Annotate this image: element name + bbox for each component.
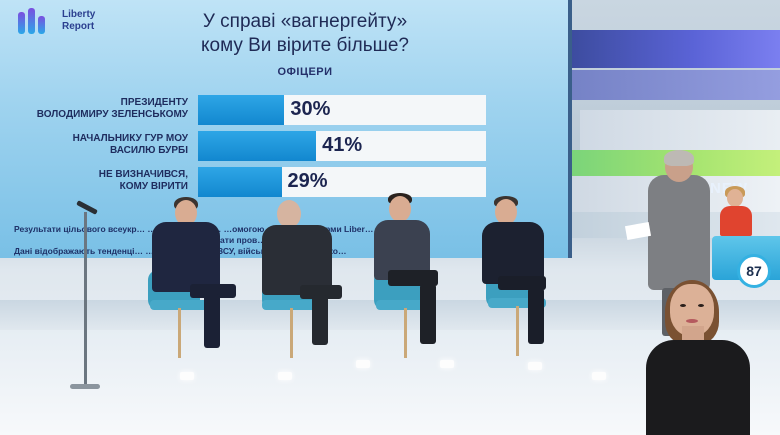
chair-leg bbox=[290, 308, 293, 358]
logo-text-line2: Report bbox=[62, 21, 95, 32]
chair-leg bbox=[178, 308, 181, 358]
poll-row-label: НАЧАЛЬНИКУ ГУР МОУ ВАСИЛЮ БУРБІ bbox=[0, 133, 188, 157]
poll-row-label-line: ПРЕЗИДЕНТУ bbox=[120, 97, 188, 108]
poll-title: У справі «вагнергейту» кому Ви вірите бі… bbox=[160, 10, 450, 58]
poll-title-line1: У справі «вагнергейту» bbox=[202, 11, 408, 32]
floor-light bbox=[592, 372, 606, 380]
poll-bar bbox=[198, 95, 285, 125]
guest-legs bbox=[528, 288, 544, 344]
logo-text-line1: Liberty bbox=[62, 9, 96, 20]
guest-legs bbox=[420, 284, 436, 344]
floor-light bbox=[180, 372, 194, 380]
poll-bar bbox=[198, 131, 317, 161]
studio-wall-stripe bbox=[560, 70, 780, 100]
poll-row: НАЧАЛЬНИКУ ГУР МОУ ВАСИЛЮ БУРБІ 41% bbox=[0, 131, 500, 161]
chair-leg bbox=[404, 308, 407, 358]
chair-seat bbox=[262, 300, 320, 310]
poll-bar bbox=[198, 167, 282, 197]
chair-seat bbox=[150, 300, 208, 310]
studio-wall-stripe bbox=[540, 150, 780, 176]
poll-row-label-line: КОМУ ВІРИТИ bbox=[119, 181, 188, 192]
poll-row-label-line: ВОЛОДИМИРУ ЗЕЛЕНСЬКОМУ bbox=[36, 109, 188, 120]
mic-stand-pole bbox=[84, 212, 87, 387]
guest-head bbox=[389, 196, 411, 222]
poll-bar-track: 29% bbox=[198, 167, 486, 197]
poll-row-label-line: НАЧАЛЬНИКУ ГУР МОУ bbox=[72, 133, 188, 144]
poll-subtitle: ОФІЦЕРИ bbox=[277, 66, 333, 78]
guest-suit bbox=[262, 225, 332, 295]
guest-head bbox=[175, 200, 197, 226]
guest-suit bbox=[482, 222, 544, 284]
guest-legs bbox=[300, 285, 342, 299]
studio-wall-stripe bbox=[580, 110, 780, 150]
guest-legs bbox=[388, 270, 438, 286]
chair-leg bbox=[516, 306, 519, 356]
floor-light bbox=[528, 362, 542, 370]
floor-light bbox=[440, 360, 454, 368]
floor-light bbox=[356, 360, 370, 368]
guest-legs bbox=[498, 276, 546, 290]
studio-number-badge: 87 bbox=[737, 254, 771, 288]
guest-legs bbox=[190, 284, 236, 298]
presenter-hair bbox=[664, 150, 694, 166]
studio-wall-stripe bbox=[560, 30, 780, 68]
poll-row-label: НЕ ВИЗНАЧИВСЯ, КОМУ ВІРИТИ bbox=[0, 169, 188, 193]
chair-seat bbox=[376, 300, 434, 310]
footnote-line2: Дати пров… …11.2021 bbox=[214, 235, 307, 245]
poll-row: НЕ ВИЗНАЧИВСЯ, КОМУ ВІРИТИ 29% bbox=[0, 167, 500, 197]
guest-legs bbox=[204, 294, 220, 348]
poll-row-label: ПРЕЗИДЕНТУ ВОЛОДИМИРУ ЗЕЛЕНСЬКОМУ bbox=[0, 97, 188, 121]
interpreter-body bbox=[646, 340, 750, 435]
poll-title-line2: кому Ви вірите більше? bbox=[200, 35, 409, 56]
guest-head bbox=[495, 199, 517, 225]
interpreter-eye bbox=[680, 304, 686, 307]
interpreter-lips bbox=[686, 319, 698, 323]
guest-head bbox=[277, 200, 301, 228]
poll-row: ПРЕЗИДЕНТУ ВОЛОДИМИРУ ЗЕЛЕНСЬКОМУ 30% bbox=[0, 95, 500, 125]
poll-bar-value: 41% bbox=[322, 134, 363, 156]
poll-row-label-line: ВАСИЛЮ БУРБІ bbox=[109, 145, 188, 156]
guest-legs bbox=[312, 295, 328, 345]
liberty-logo-icon bbox=[18, 8, 54, 34]
video-wall-screen: Liberty Report У справі «вагнергейту» ко… bbox=[0, 0, 572, 258]
liberty-report-logo: Liberty Report bbox=[18, 8, 95, 34]
anchor-body bbox=[720, 206, 752, 236]
chair-seat bbox=[488, 298, 546, 308]
interpreter-eye bbox=[698, 304, 704, 307]
poll-bar-value: 29% bbox=[287, 170, 328, 192]
poll-bar-track: 30% bbox=[198, 95, 486, 125]
poll-row-label-line: НЕ ВИЗНАЧИВСЯ, bbox=[98, 169, 188, 180]
mic-stand-base bbox=[70, 384, 100, 389]
guest-suit bbox=[152, 222, 220, 292]
anchor-head bbox=[727, 189, 743, 207]
floor-light bbox=[278, 372, 292, 380]
poll-bar-track: 41% bbox=[198, 131, 486, 161]
poll-bar-value: 30% bbox=[290, 98, 331, 120]
presenter-jacket bbox=[648, 175, 710, 290]
